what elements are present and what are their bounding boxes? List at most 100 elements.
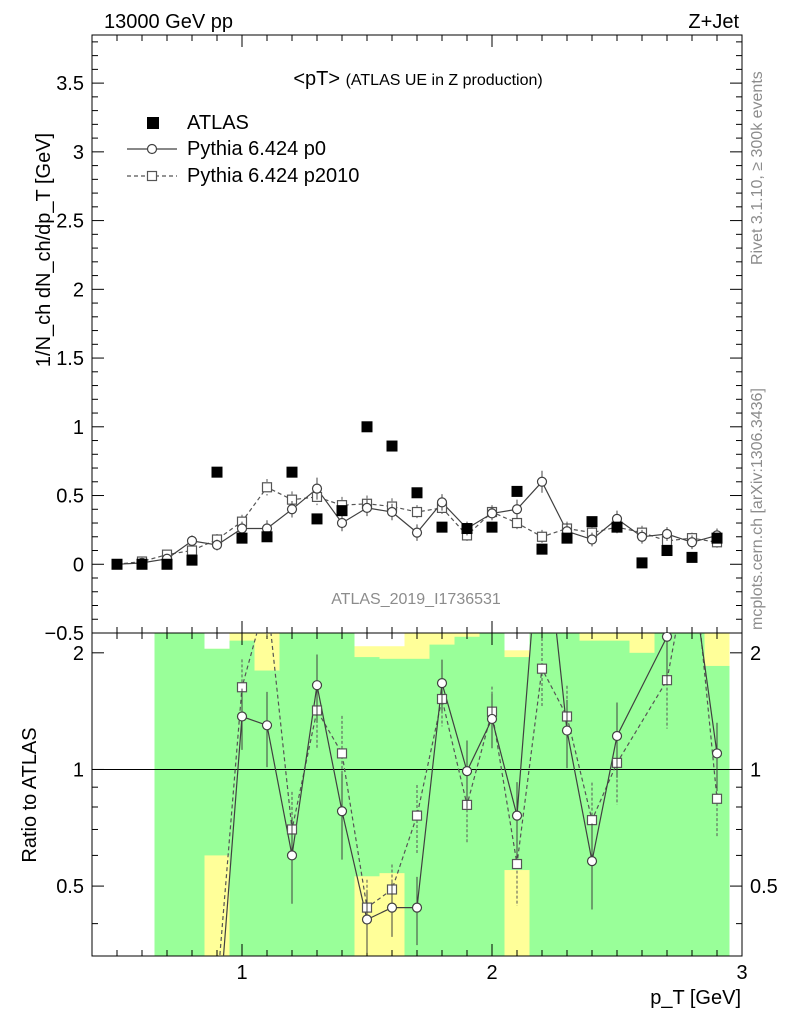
p0-point <box>686 537 698 548</box>
ratio-p2010-point <box>586 815 598 826</box>
atlas-point <box>311 513 323 525</box>
atlas-point <box>461 523 473 535</box>
main-axis-ticks: −0.5 0 0.5 1 1.5 2 2.5 3 3.5 <box>45 35 742 645</box>
p0-point <box>386 506 398 518</box>
legend-p2010-label: Pythia 6.424 p2010 <box>187 165 359 187</box>
ratio-p0-point <box>411 902 423 913</box>
ratio-xlabel: p_T [GeV] <box>650 987 741 1009</box>
ratio-ylabel: Ratio to ATLAS <box>19 727 41 862</box>
legend-p0-marker <box>146 143 158 155</box>
ratio-p0-point <box>661 633 673 642</box>
ratio-p0-point <box>361 914 373 925</box>
ratio-p0-point <box>688 569 697 578</box>
ratio-p0-point <box>236 711 248 722</box>
main-ytick-label: 2 <box>73 279 84 301</box>
ratio-band-yellow-low <box>204 855 230 956</box>
header-left: 13000 GeV pp <box>104 11 233 33</box>
main-ytick-label: 1.5 <box>56 348 84 370</box>
ratio-p0-point <box>461 766 473 777</box>
atlas-point <box>711 532 723 544</box>
ratio-p0-point <box>261 720 273 731</box>
chart-title-main: <pT> <box>293 68 340 90</box>
main-ylabel: 1/N_ch dN_ch/dp_T [GeV] <box>33 133 55 367</box>
ratio-p2010-point <box>263 592 272 601</box>
p0-point <box>536 476 548 487</box>
ratio-band-gap <box>504 633 530 651</box>
ratio-xtick-label: 3 <box>736 962 747 984</box>
main-ytick-label: −0.5 <box>45 623 84 645</box>
ratio-p2010-point <box>536 663 548 674</box>
p0-point <box>186 535 198 546</box>
atlas-point <box>661 545 673 557</box>
atlas-point <box>211 466 223 478</box>
ratio-ytick-label-right: 0.5 <box>750 876 778 898</box>
side-label-bottom: mcplots.cern.ch [arXiv:1306.3436] <box>749 388 766 630</box>
ratio-p0-point <box>586 856 598 867</box>
atlas-point <box>536 543 548 555</box>
p0-point <box>586 534 598 545</box>
ratio-p0-point <box>511 810 523 821</box>
p0-point <box>211 539 223 551</box>
atlas-point <box>161 558 173 570</box>
ratio-ytick-label-right: 2 <box>750 643 761 665</box>
p0-point <box>361 502 373 514</box>
main-ytick-label: 0.5 <box>56 486 84 508</box>
legend-p0-label: Pythia 6.424 p0 <box>187 138 326 160</box>
p0-point <box>236 523 248 534</box>
ratio-p2010-point <box>411 810 423 821</box>
ratio-p2010-point <box>511 858 523 870</box>
ratio-axis-ticks: 0.5 0.5 1 1 2 2 1 2 3 <box>56 633 778 984</box>
ratio-xtick-label: 2 <box>486 962 497 984</box>
ratio-p0-point <box>336 806 348 817</box>
main-ytick-label: 2.5 <box>56 211 84 233</box>
atlas-point <box>261 531 273 543</box>
ratio-p2010-point <box>213 985 222 994</box>
atlas-point <box>486 521 498 533</box>
ratio-p0-point <box>386 902 398 913</box>
atlas-point <box>111 558 123 570</box>
p2010-point <box>536 531 548 542</box>
ratio-band-yellow <box>629 633 655 653</box>
ratio-xtick-label: 1 <box>236 962 247 984</box>
legend-atlas-marker <box>147 117 159 129</box>
side-label-top: Rivet 3.1.10, ≥ 300k events <box>749 71 766 265</box>
legend: ATLAS Pythia 6.424 p0 Pythia 6.424 p2010 <box>127 112 359 187</box>
atlas-point <box>511 485 523 497</box>
ratio-ytick-label-right: 1 <box>750 759 761 781</box>
ratio-p0-point <box>311 680 323 691</box>
atlas-point <box>186 554 198 566</box>
main-ytick-label: 0 <box>73 554 84 576</box>
ratio-ytick-label: 0.5 <box>56 876 84 898</box>
atlas-point <box>611 521 623 533</box>
p0-point <box>411 527 423 538</box>
atlas-point <box>686 551 698 563</box>
ratio-ytick-label: 2 <box>73 643 84 665</box>
p2010-point <box>511 517 523 529</box>
analysis-watermark: ATLAS_2019_I1736531 <box>331 591 501 608</box>
ratio-ytick-label: 1 <box>73 759 84 781</box>
p0-point <box>486 508 498 519</box>
ratio-p0-point <box>286 850 298 861</box>
main-ytick-label: 3 <box>73 142 84 164</box>
p0-point <box>436 497 448 508</box>
atlas-point <box>136 558 148 570</box>
atlas-point <box>561 532 573 544</box>
ratio-p0-point <box>486 713 498 725</box>
p2010-point <box>261 482 273 493</box>
atlas-point <box>586 516 598 528</box>
p0-point <box>661 528 673 540</box>
atlas-point <box>286 466 298 478</box>
atlas-point <box>361 421 373 433</box>
ratio-p2010-point <box>711 793 723 804</box>
atlas-point <box>636 557 648 569</box>
atlas-point <box>386 440 398 452</box>
ratio-p2010-line <box>219 633 718 956</box>
main-ytick-label: 1 <box>73 417 84 439</box>
main-data-marks <box>111 421 723 570</box>
chart-title: <pT> (ATLAS UE in Z production) <box>293 68 542 90</box>
ratio-p2010-point <box>336 748 348 759</box>
p2010-point <box>186 545 198 556</box>
ratio-p0-point <box>561 725 573 736</box>
header-right: Z+Jet <box>688 11 739 33</box>
